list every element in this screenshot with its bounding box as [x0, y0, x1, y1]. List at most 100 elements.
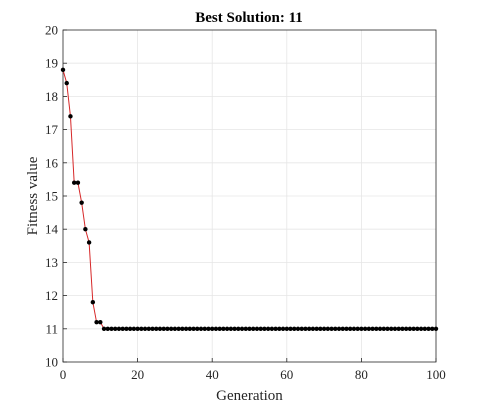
- data-point: [362, 326, 368, 331]
- y-tick-label: 13: [45, 255, 58, 270]
- data-point: [224, 326, 230, 331]
- data-point: [180, 326, 185, 331]
- data-point: [381, 326, 386, 331]
- data-point: [210, 326, 215, 331]
- data-point: [131, 326, 137, 331]
- data-point: [195, 326, 200, 331]
- x-tick-label: 60: [280, 367, 293, 382]
- data-point: [172, 326, 178, 331]
- data-point: [101, 326, 107, 331]
- data-point: [142, 326, 148, 331]
- data-point: [127, 326, 133, 331]
- data-point: [303, 326, 308, 331]
- data-point: [251, 326, 256, 331]
- data-point: [377, 326, 383, 331]
- data-point: [168, 326, 174, 331]
- x-axis-ticks: 0 20 40 60 80 100: [60, 358, 446, 382]
- data-point: [206, 326, 211, 331]
- data-point: [75, 180, 81, 185]
- data-point: [146, 326, 151, 331]
- data-point: [221, 326, 226, 331]
- data-point: [318, 326, 323, 331]
- y-axis-ticks: 10 11 12 13 14 15 16 17 18 19 20: [45, 23, 67, 370]
- data-point: [243, 326, 248, 331]
- x-tick-label: 0: [60, 367, 67, 382]
- data-point: [280, 326, 286, 331]
- data-point: [154, 326, 159, 331]
- data-point: [105, 326, 110, 331]
- data-point: [344, 326, 349, 331]
- data-point: [109, 326, 114, 331]
- data-point: [340, 326, 345, 331]
- y-tick-label: 16: [45, 155, 59, 170]
- data-point: [165, 326, 170, 331]
- data-point: [310, 326, 316, 331]
- data-point: [265, 326, 271, 331]
- data-point: [98, 319, 103, 325]
- data-point: [150, 326, 155, 331]
- data-point: [407, 326, 413, 331]
- data-point: [68, 114, 73, 119]
- data-point: [396, 326, 401, 331]
- data-point: [191, 326, 196, 331]
- data-point: [83, 227, 88, 232]
- data-point: [273, 326, 278, 331]
- data-point: [314, 326, 319, 331]
- y-tick-label: 12: [45, 288, 58, 303]
- data-point: [333, 326, 338, 331]
- data-point: [299, 326, 304, 331]
- y-tick-label: 18: [45, 89, 58, 104]
- data-point: [389, 326, 394, 331]
- data-point: [426, 326, 431, 331]
- data-point: [135, 326, 140, 331]
- data-point: [422, 326, 428, 331]
- data-point: [351, 326, 357, 331]
- data-point: [198, 326, 204, 331]
- x-tick-label: 40: [206, 367, 219, 382]
- grid-lines: [63, 30, 436, 362]
- data-point: [239, 326, 245, 331]
- data-point: [269, 326, 275, 331]
- data-point: [90, 300, 96, 305]
- data-point: [187, 326, 193, 331]
- data-point: [415, 326, 420, 331]
- data-point: [94, 319, 99, 325]
- y-tick-label: 17: [45, 122, 59, 137]
- data-point: [176, 326, 181, 331]
- data-point: [329, 326, 334, 331]
- data-point: [79, 200, 84, 205]
- y-tick-label: 14: [45, 222, 59, 237]
- y-tick-label: 19: [45, 56, 58, 71]
- data-point: [213, 326, 219, 331]
- data-point: [120, 326, 125, 331]
- data-point: [348, 326, 353, 331]
- data-point: [202, 326, 207, 331]
- data-point: [336, 326, 342, 331]
- x-tick-label: 80: [355, 367, 368, 382]
- data-point: [71, 180, 77, 185]
- y-tick-label: 11: [45, 321, 58, 336]
- data-point: [370, 326, 375, 331]
- data-point: [430, 326, 435, 331]
- data-point: [292, 326, 297, 331]
- x-tick-label: 100: [426, 367, 446, 382]
- data-point: [374, 326, 379, 331]
- data-point: [183, 326, 189, 331]
- data-point: [411, 326, 416, 331]
- data-point: [113, 326, 118, 331]
- x-axis-label: Generation: [216, 388, 283, 404]
- y-tick-label: 20: [45, 23, 58, 38]
- data-point: [217, 326, 222, 331]
- chart-title: Best Solution: 11: [195, 10, 303, 26]
- y-tick-label: 15: [45, 189, 58, 204]
- data-point: [262, 326, 267, 331]
- x-tick-label: 20: [131, 367, 144, 382]
- data-point: [392, 326, 398, 331]
- data-point: [124, 326, 129, 331]
- y-axis-label: Fitness value: [25, 156, 41, 235]
- data-point: [60, 67, 66, 73]
- data-point: [236, 326, 241, 331]
- data-point: [355, 326, 360, 331]
- data-point: [325, 326, 331, 331]
- series-group: [60, 67, 439, 331]
